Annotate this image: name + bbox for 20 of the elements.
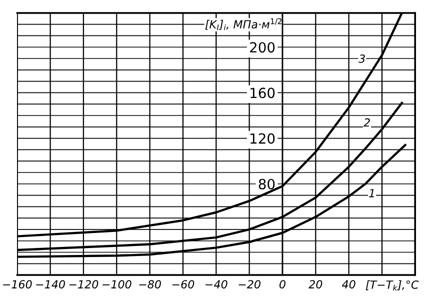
y-tick-label: 200 [250, 42, 275, 53]
x-tick-label: −100 [102, 280, 132, 289]
x-tick-label: −120 [69, 280, 98, 289]
x-tick-label: −20 [238, 280, 260, 289]
x-tick-label: 40 [342, 280, 356, 289]
x-axis-title: [T−T$_{k}$],°C [366, 280, 419, 291]
y-axis-title: [K$_{I}$]$_{i}$, МПа·м$^{1/2}$ [205, 18, 282, 30]
annotation: 2 [364, 118, 370, 127]
x-tick-label: −140 [36, 280, 65, 289]
x-tick-label: −60 [172, 280, 194, 289]
x-tick-label: 0 [280, 280, 286, 289]
y-tick-label: 120 [250, 133, 275, 144]
x-tick-label: 20 [308, 280, 322, 289]
y-tick-label: 160 [250, 88, 275, 98]
x-tick-label: −80 [139, 280, 161, 289]
annotation: 1 [369, 189, 374, 198]
x-tick-label: −160 [3, 280, 32, 289]
y-tick-label: 80 [258, 178, 275, 190]
x-tick-label: −40 [206, 280, 228, 289]
annotation: 3 [358, 54, 365, 63]
